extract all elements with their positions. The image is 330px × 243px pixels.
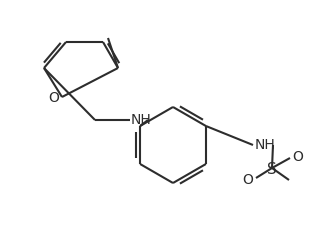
Text: O: O <box>49 91 59 105</box>
Text: NH: NH <box>131 113 152 127</box>
Text: S: S <box>267 162 277 176</box>
Text: O: O <box>242 173 253 187</box>
Text: O: O <box>292 150 303 164</box>
Text: NH: NH <box>255 138 276 152</box>
